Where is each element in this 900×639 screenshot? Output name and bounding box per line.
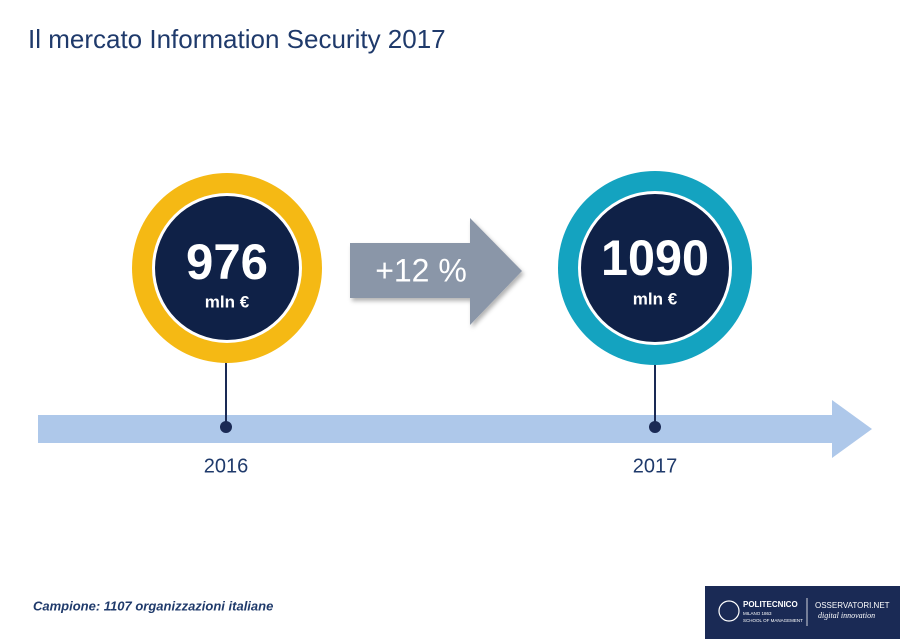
logo-city: MILANO 1863	[743, 611, 772, 616]
growth-label: +12 %	[375, 252, 467, 288]
year: 2017	[633, 455, 678, 477]
circle	[155, 196, 299, 340]
logo-school: POLITECNICO	[743, 600, 798, 609]
logo-box	[705, 586, 900, 639]
timeline-arrow	[38, 400, 872, 458]
unit: mln €	[633, 289, 678, 308]
value: 976	[186, 234, 268, 290]
growth-arrow	[350, 218, 522, 325]
dot	[649, 421, 661, 433]
value: 1090	[601, 230, 709, 286]
logo-seal	[718, 600, 740, 622]
year: 2016	[204, 455, 249, 477]
dot	[220, 421, 232, 433]
logo-brand: OSSERVATORI.NET	[815, 601, 890, 610]
footer-note: Campione: 1107 organizzazioni italiane	[33, 598, 273, 613]
logo-tagline: digital innovation	[818, 611, 875, 620]
circle	[581, 194, 729, 342]
unit: mln €	[205, 292, 250, 311]
logo-dept: SCHOOL OF MANAGEMENT	[743, 618, 803, 623]
title: Il mercato Information Security 2017	[28, 24, 446, 54]
